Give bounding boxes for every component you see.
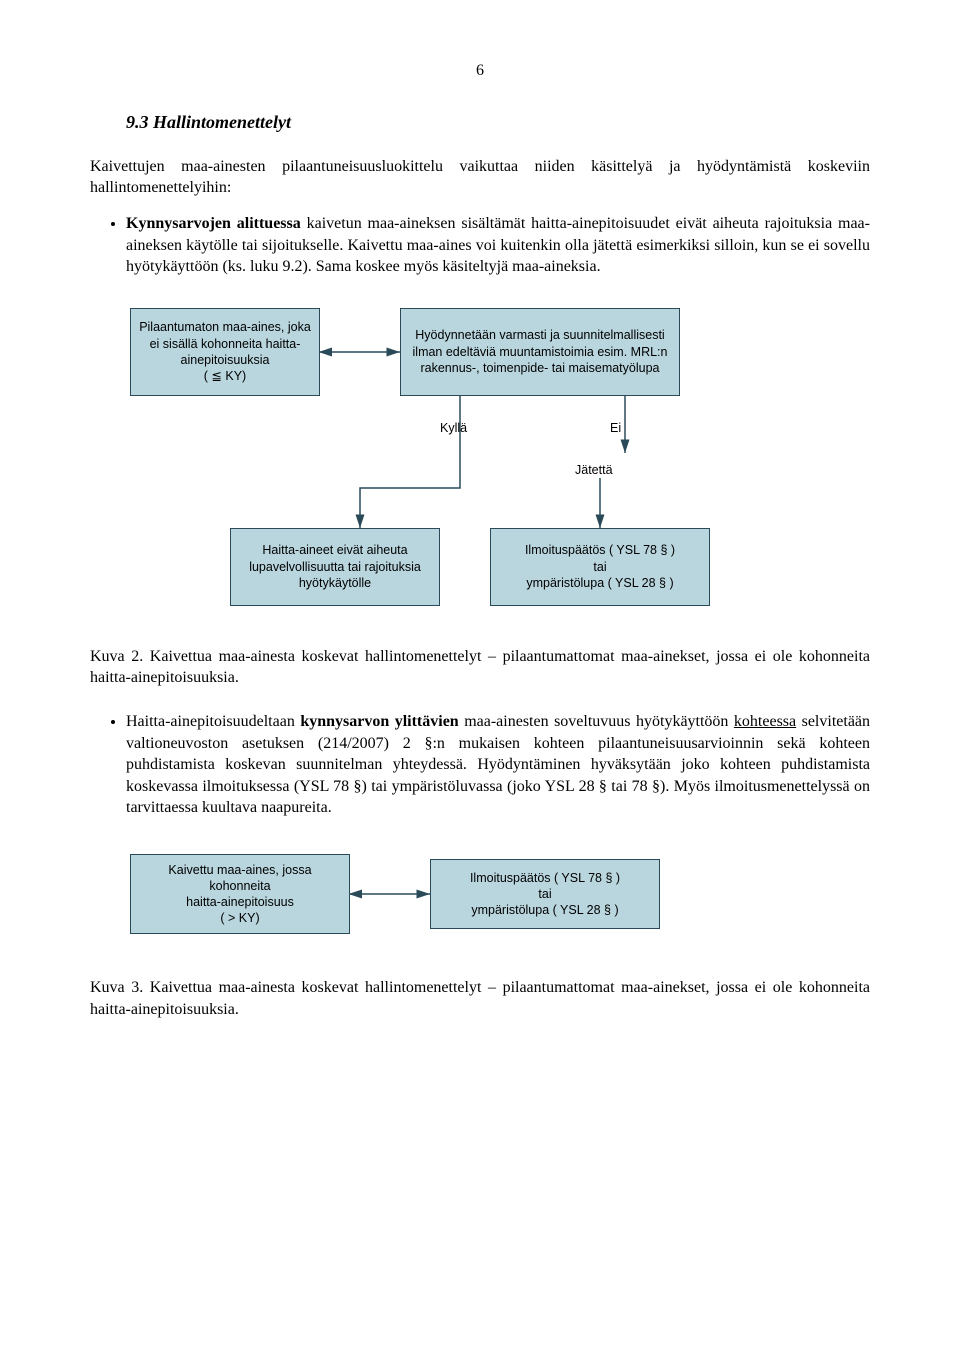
bullet-list-2: Haitta-ainepitoisuudeltaan kynnysarvon y… [90,711,870,819]
flowchart-node: Pilaantumaton maa-aines, joka ei sisällä… [130,308,320,396]
flowchart-node: Haitta-aineet eivät aiheuta lupavelvolli… [230,528,440,606]
flowchart-label: Ei [610,420,621,437]
page-number: 6 [90,60,870,82]
bullet-2-a: Haitta-ainepitoisuudeltaan [126,713,300,730]
bullet-2-bold: kynnysarvon ylittävien [300,713,458,730]
flowchart-label: Jätettä [575,462,613,479]
flowchart-node: Ilmoituspäätös ( YSL 78 § ) tai ympärist… [490,528,710,606]
flowchart-2: Kaivettu maa-aines, jossa kohonneita hai… [110,839,750,959]
flowchart-node: Kaivettu maa-aines, jossa kohonneita hai… [130,854,350,934]
flowchart-label: Kyllä [440,420,467,437]
intro-paragraph: Kaivettujen maa-ainesten pilaantuneisuus… [90,156,870,199]
bullet-list-1: Kynnysarvojen alittuessa kaivetun maa-ai… [90,213,870,278]
figure-2-caption: Kuva 2. Kaivettua maa-ainesta koskevat h… [90,646,870,689]
bullet-1: Kynnysarvojen alittuessa kaivetun maa-ai… [126,213,870,278]
bullet-2: Haitta-ainepitoisuudeltaan kynnysarvon y… [126,711,870,819]
flowchart-node: Hyödynnetään varmasti ja suunnitelmallis… [400,308,680,396]
figure-3-caption: Kuva 3. Kaivettua maa-ainesta koskevat h… [90,977,870,1020]
bullet-1-bold: Kynnysarvojen alittuessa [126,215,301,232]
section-heading: 9.3 Hallintomenettelyt [90,110,870,134]
bullet-2-c: maa-ainesten soveltuvuus hyötykäyttöön [459,713,734,730]
flowchart-1: Pilaantumaton maa-aines, joka ei sisällä… [110,298,750,628]
flowchart-node: Ilmoituspäätös ( YSL 78 § ) tai ympärist… [430,859,660,929]
bullet-2-underline: kohteessa [734,713,796,730]
